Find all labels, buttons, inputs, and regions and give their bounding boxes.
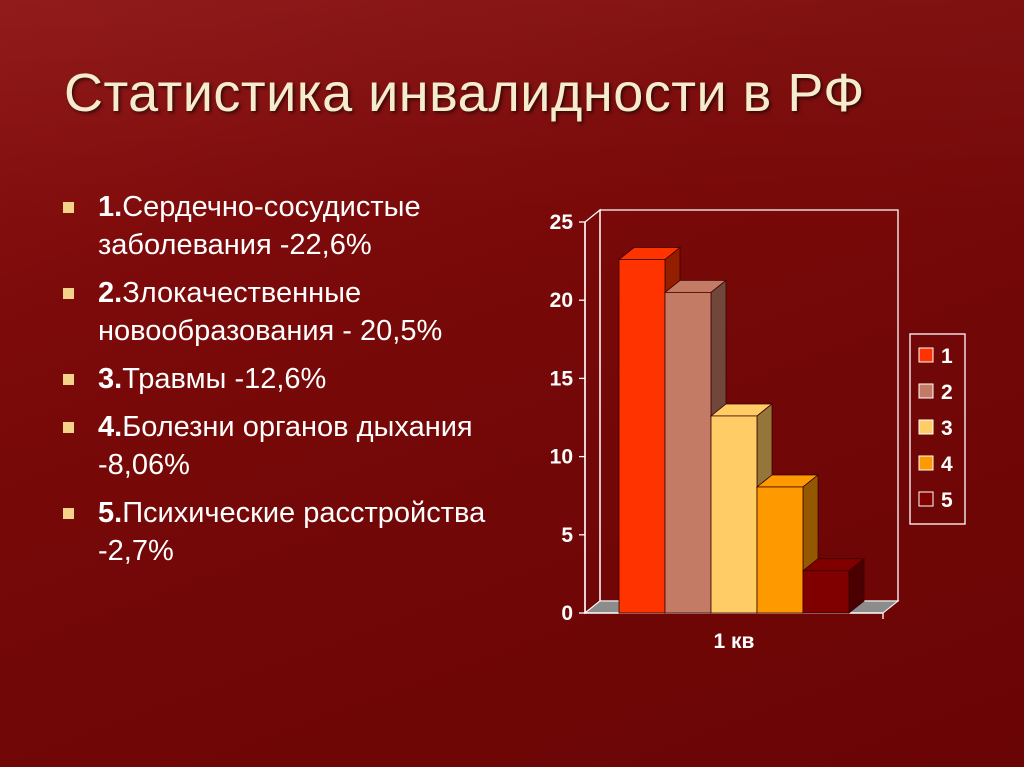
bullet-item: 2.Злокачественные новообразования - 20,5… [60, 274, 500, 350]
bar [756, 486, 804, 614]
legend-swatch [918, 455, 934, 471]
bullet-text: Психические расстройства -2,7% [98, 497, 486, 567]
bar [710, 415, 758, 614]
bullet-text: Сердечно-сосудистые заболевания -22,6% [98, 191, 421, 261]
legend-box [909, 333, 966, 525]
bullet-item: 3.Травмы -12,6% [60, 360, 500, 398]
bar [664, 291, 712, 614]
bullet-number: 5. [98, 497, 123, 529]
legend-label: 2 [941, 381, 953, 404]
bullet-text: Злокачественные новообразования - 20,5% [98, 277, 443, 347]
y-tick-label: 5 [561, 524, 573, 547]
x-category-label: 1 кв [714, 630, 755, 653]
bullet-number: 4. [98, 411, 123, 443]
legend-swatch [918, 383, 934, 399]
chart-side-wall [584, 208, 601, 615]
bullet-square-icon [63, 202, 74, 213]
bullet-number: 1. [98, 191, 123, 223]
legend-label: 5 [941, 489, 953, 512]
bullet-square-icon [63, 422, 74, 433]
y-tick-label: 20 [550, 289, 573, 312]
bullet-square-icon [63, 508, 74, 519]
y-tick-label: 25 [550, 211, 574, 234]
bullet-item: 4.Болезни органов дыхания -8,06% [60, 408, 500, 484]
bullet-square-icon [63, 374, 74, 385]
bar-chart: 0 5 10 15 20 25 1 кв 1 2 3 4 5 [550, 208, 966, 653]
legend-label: 4 [941, 453, 953, 476]
legend-label: 1 [941, 345, 953, 368]
legend-swatch [918, 491, 934, 507]
y-tick-label: 10 [550, 446, 573, 469]
bullet-list: 1.Сердечно-сосудистые заболевания -22,6%… [60, 188, 500, 580]
bullet-text: Травмы -12,6% [122, 363, 327, 395]
bullet-square-icon [63, 288, 74, 299]
legend-swatch [918, 419, 934, 435]
bullet-number: 2. [98, 277, 123, 309]
slide-title: Статистика инвалидности в РФ [64, 63, 865, 123]
bullet-item: 1.Сердечно-сосудистые заболевания -22,6% [60, 188, 500, 264]
legend-label: 3 [941, 417, 953, 440]
y-tick-label: 15 [550, 367, 574, 390]
bar [802, 570, 850, 614]
bullet-item: 5.Психические расстройства -2,7% [60, 494, 500, 570]
bullet-text: Болезни органов дыхания -8,06% [98, 411, 473, 481]
bullet-number: 3. [98, 363, 123, 395]
background-wash [0, 0, 1024, 230]
legend-swatch [918, 347, 934, 363]
bar [618, 259, 666, 614]
y-tick-label: 0 [561, 602, 573, 625]
